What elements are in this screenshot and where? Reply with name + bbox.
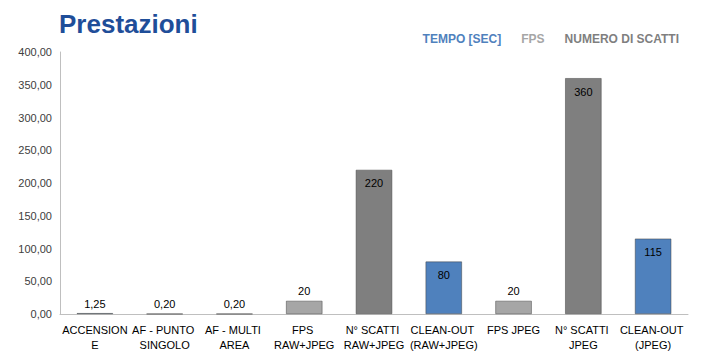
svg-text:150,00: 150,00 <box>18 210 52 222</box>
svg-text:AF - PUNTO: AF - PUNTO <box>132 324 197 336</box>
svg-text:RAW+JPEG: RAW+JPEG <box>344 339 404 351</box>
svg-text:FPS JPEG: FPS JPEG <box>487 324 540 336</box>
svg-text:360: 360 <box>574 86 592 98</box>
svg-text:350,00: 350,00 <box>18 79 52 91</box>
svg-text:0,20: 0,20 <box>224 298 245 310</box>
svg-text:(RAW+JPEG): (RAW+JPEG) <box>410 339 478 351</box>
svg-text:TEMPO [SEC]: TEMPO [SEC] <box>423 32 502 46</box>
svg-text:(JPEG): (JPEG) <box>635 339 671 351</box>
svg-text:Prestazioni: Prestazioni <box>59 9 198 39</box>
svg-text:AREA: AREA <box>219 339 250 351</box>
svg-text:400,00: 400,00 <box>18 46 52 58</box>
svg-text:FPS: FPS <box>292 324 316 336</box>
svg-text:50,00: 50,00 <box>24 275 52 287</box>
svg-text:200,00: 200,00 <box>18 177 52 189</box>
svg-text:FPS: FPS <box>521 32 544 46</box>
svg-text:SINGOLO: SINGOLO <box>140 339 191 351</box>
svg-text:100,00: 100,00 <box>18 243 52 255</box>
svg-text:AF - MULTI: AF - MULTI <box>205 324 264 336</box>
svg-text:0,20: 0,20 <box>154 298 175 310</box>
svg-text:E: E <box>91 339 98 351</box>
svg-text:300,00: 300,00 <box>18 112 52 124</box>
svg-text:CLEAN-OUT: CLEAN-OUT <box>411 324 477 336</box>
svg-text:115: 115 <box>644 246 662 258</box>
svg-text:220: 220 <box>365 177 383 189</box>
svg-text:ACCENSION: ACCENSION <box>62 324 127 336</box>
svg-text:NUMERO DI SCATTI: NUMERO DI SCATTI <box>565 32 679 46</box>
svg-text:250,00: 250,00 <box>18 144 52 156</box>
svg-text:JPEG: JPEG <box>569 339 598 351</box>
svg-text:20: 20 <box>507 285 519 297</box>
svg-text:80: 80 <box>438 269 450 281</box>
svg-text:0,00: 0,00 <box>31 308 52 320</box>
svg-text:20: 20 <box>298 285 310 297</box>
svg-text:1,25: 1,25 <box>84 298 105 310</box>
svg-text:N° SCATTI: N° SCATTI <box>346 324 403 336</box>
svg-text:N° SCATTI: N° SCATTI <box>555 324 612 336</box>
svg-text:CLEAN-OUT: CLEAN-OUT <box>620 324 686 336</box>
svg-text:RAW+JPEG: RAW+JPEG <box>274 339 334 351</box>
